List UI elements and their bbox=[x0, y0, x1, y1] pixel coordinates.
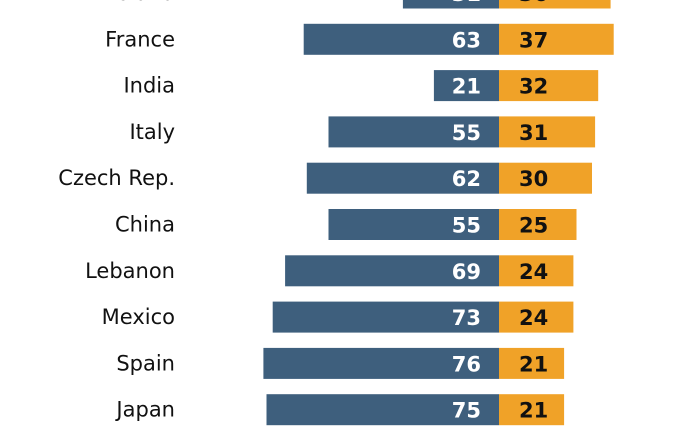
category-label-mexico: Mexico bbox=[102, 305, 175, 329]
left-bar-czech-rep bbox=[306, 162, 499, 194]
category-label-india: India bbox=[123, 74, 175, 98]
left-bar-lebanon bbox=[285, 255, 499, 287]
left-bar-france bbox=[303, 23, 499, 55]
right-bar-italy bbox=[499, 116, 596, 148]
left-value-label-spain: 76 bbox=[452, 352, 481, 376]
category-label-france: France bbox=[105, 27, 175, 51]
right-bar-czech-rep bbox=[499, 162, 592, 194]
left-value-label-italy: 55 bbox=[452, 121, 481, 145]
left-value-label-poland: 31 bbox=[452, 0, 481, 6]
category-label-japan: Japan bbox=[114, 398, 175, 422]
left-bar-italy bbox=[328, 116, 499, 148]
left-bar-india bbox=[433, 70, 499, 102]
right-bar-poland bbox=[499, 0, 611, 9]
right-value-label-france: 37 bbox=[519, 28, 548, 52]
right-value-label-poland: 36 bbox=[519, 0, 548, 6]
left-value-label-mexico: 73 bbox=[452, 306, 481, 330]
left-value-label-india: 21 bbox=[452, 75, 481, 99]
right-value-label-india: 32 bbox=[519, 75, 548, 99]
right-value-label-lebanon: 24 bbox=[519, 260, 548, 284]
left-value-label-japan: 75 bbox=[452, 399, 481, 423]
category-label-lebanon: Lebanon bbox=[85, 259, 175, 283]
right-bar-spain bbox=[499, 347, 565, 379]
right-bar-china bbox=[499, 209, 577, 240]
left-bar-poland bbox=[402, 0, 499, 9]
right-bar-japan bbox=[499, 394, 565, 426]
right-bar-france bbox=[499, 23, 614, 55]
left-bar-spain bbox=[263, 347, 499, 379]
left-bar-mexico bbox=[272, 301, 499, 333]
left-value-label-czech-rep: 62 bbox=[452, 167, 481, 191]
right-value-label-czech-rep: 30 bbox=[519, 167, 548, 191]
left-value-label-china: 55 bbox=[452, 214, 481, 238]
left-value-label-lebanon: 69 bbox=[452, 260, 481, 284]
category-label-spain: Spain bbox=[116, 351, 175, 375]
right-value-label-japan: 21 bbox=[519, 399, 548, 423]
right-value-label-mexico: 24 bbox=[519, 306, 548, 330]
category-label-china: China bbox=[115, 213, 175, 237]
right-value-label-spain: 21 bbox=[519, 352, 548, 376]
right-bar-lebanon bbox=[499, 255, 574, 287]
right-value-label-italy: 31 bbox=[519, 121, 548, 145]
category-label-italy: Italy bbox=[129, 120, 175, 144]
right-bar-india bbox=[499, 70, 599, 102]
category-label-czech-rep: Czech Rep. bbox=[58, 166, 175, 190]
right-bar-mexico bbox=[499, 301, 574, 333]
right-value-label-china: 25 bbox=[519, 214, 548, 238]
left-value-label-france: 63 bbox=[452, 28, 481, 52]
left-bar-china bbox=[328, 209, 499, 240]
left-bar-japan bbox=[266, 394, 499, 426]
category-label-poland: Poland bbox=[105, 0, 175, 5]
